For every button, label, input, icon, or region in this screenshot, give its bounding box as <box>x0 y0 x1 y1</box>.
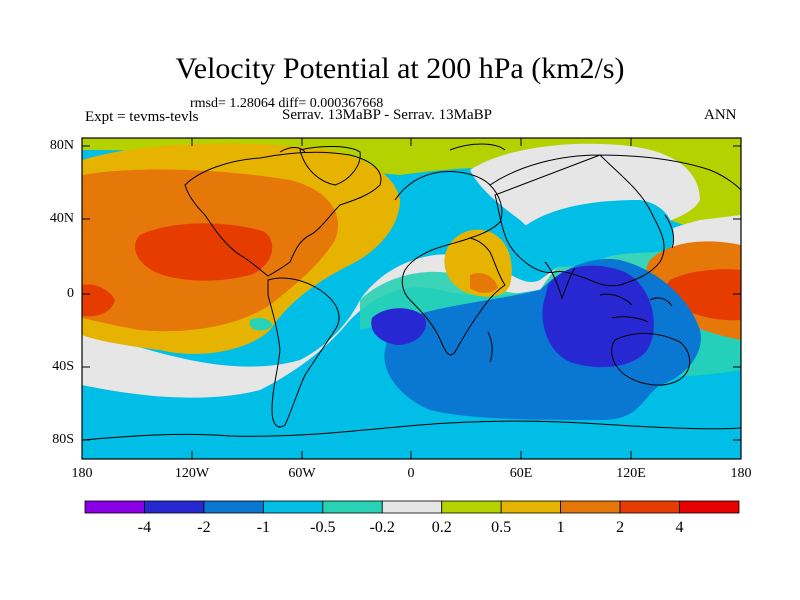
colorbar-swatch <box>84 500 145 514</box>
asia-outline <box>489 154 741 287</box>
field-negative-moderate-north <box>520 200 674 267</box>
experiment-label: Expt = tevms-tevls <box>85 109 199 125</box>
lat-label-40s: 40S <box>52 359 74 374</box>
season-label: ANN <box>704 107 737 123</box>
coastlines <box>82 143 741 441</box>
colorbar-swatch <box>679 500 740 514</box>
lon-label-60w: 60W <box>288 466 316 481</box>
south-america-outline <box>267 277 340 428</box>
lon-label-60e: 60E <box>509 466 533 481</box>
colorbar-swatch <box>560 500 621 514</box>
lon-label-0: 0 <box>407 466 415 481</box>
australia-outline <box>611 332 690 386</box>
colorbar-swatch <box>441 500 502 514</box>
colorbar-swatch <box>322 500 383 514</box>
colorbar-label: 1 <box>556 519 565 536</box>
colorbar-swatch <box>144 500 205 514</box>
colorbar-label: 4 <box>675 519 684 536</box>
maritime-continent-outline <box>599 293 673 323</box>
colorbar-swatch <box>500 500 562 514</box>
colorbar-label: -0.2 <box>369 519 395 536</box>
colorbar-label: 2 <box>616 519 625 536</box>
lon-label-180e: 180 <box>730 466 752 481</box>
colorbar-label: -0.5 <box>310 519 336 536</box>
north-america-outline <box>184 151 382 277</box>
colorbar-label: -1 <box>256 519 271 536</box>
europe-africa-outline <box>394 171 506 356</box>
colorbar-label: -4 <box>137 519 152 536</box>
colorbar-label: 0.2 <box>431 519 452 536</box>
field-negative-weak-patch <box>250 318 272 331</box>
stats-label: rmsd= 1.28064 diff= 0.000367668 <box>190 96 384 111</box>
field-positive-max-edge <box>82 284 115 317</box>
map-title: Velocity Potential at 200 hPa (km2/s) <box>175 52 625 85</box>
lat-label-eq: 0 <box>67 286 74 301</box>
colorbar-swatch <box>619 500 680 514</box>
colorbar <box>84 500 740 514</box>
field-negative-south-pole <box>82 399 741 459</box>
field-positive-high-africa <box>470 273 498 293</box>
colorbar-swatch <box>262 500 324 514</box>
field-positive-max <box>135 223 273 281</box>
field-negative-max-indian-ocean <box>542 265 654 368</box>
lon-label-120e: 120E <box>616 466 646 481</box>
colorbar-swatch <box>381 500 443 514</box>
lon-label-180w: 180 <box>71 466 93 481</box>
colorbar-label: 0.5 <box>491 519 512 536</box>
madagascar-outline <box>487 331 493 363</box>
comparison-label: Serrav. 13MaBP - Serrav. 13MaBP <box>282 107 492 123</box>
japan-outline <box>664 214 675 249</box>
india-outline <box>544 261 576 300</box>
colorbar-label: -2 <box>197 519 211 536</box>
contour-field <box>82 138 741 459</box>
lon-label-120w: 120W <box>174 466 210 481</box>
lat-label-80n: 80N <box>49 138 74 153</box>
lat-label-40n: 40N <box>49 211 74 226</box>
field-negative-max-atlantic <box>371 308 426 345</box>
axis-ticks <box>81 138 742 459</box>
lat-label-80s: 80S <box>52 432 74 447</box>
arctic-islands-outline <box>279 143 506 153</box>
colorbar-swatch <box>203 500 264 514</box>
greenland-outline <box>299 146 361 186</box>
antarctica-outline <box>82 420 741 441</box>
field-positive-medium-africa <box>444 229 512 297</box>
